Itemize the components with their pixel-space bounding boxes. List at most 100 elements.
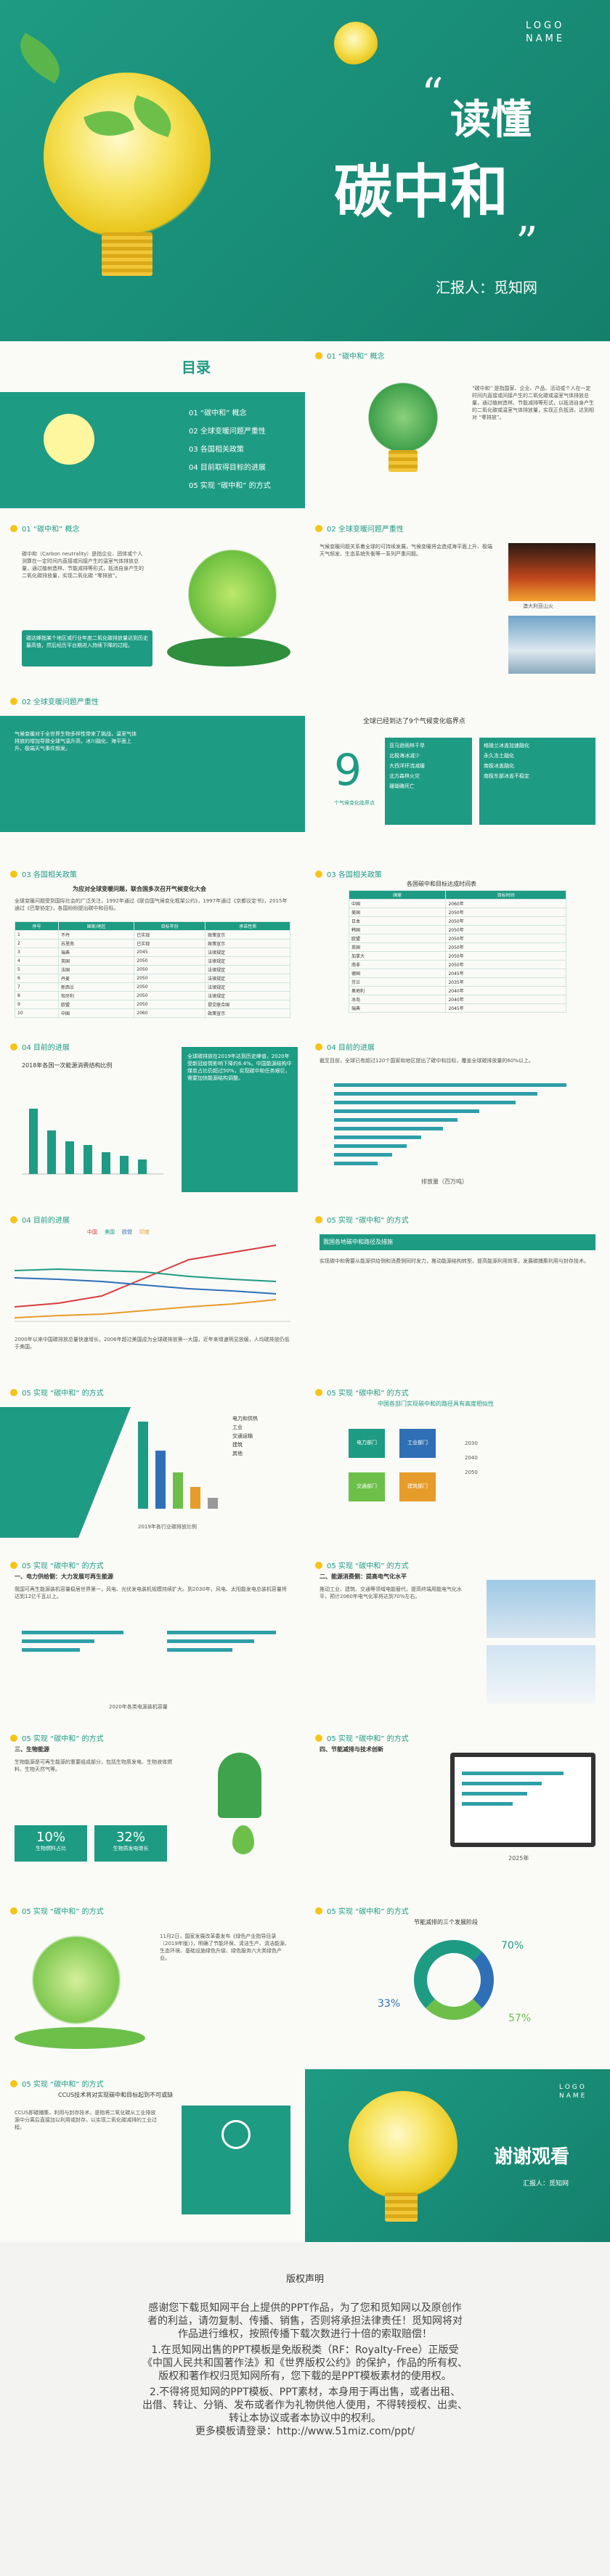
table-cell: 2035年 <box>445 977 566 987</box>
emission-slide: 04 目前的进展 中国 美国 欧盟 印度 2000年以来中国碳排放总量快速增长，… <box>0 1205 305 1378</box>
table-cell: 苏里南 <box>58 939 135 948</box>
progress-slide-2: 04 目前的进展 截至目前，全球已有超过120个国家和地区提出了碳中和目标，覆盖… <box>305 1032 610 1205</box>
copyright-line: 出借、转让、分销、发布或者作为礼物供他人使用，不得转授权、出卖、 <box>142 2400 468 2411</box>
table-cell: 2050年 <box>445 916 566 926</box>
bullet-icon <box>10 1907 17 1915</box>
way1-banner: 我国各地碳中和路径及措施 <box>320 1234 595 1250</box>
table-row: 芬兰 2035年 <box>348 977 566 987</box>
table-row: 9 欧盟 2050 提交联合国 <box>14 1000 290 1009</box>
logo-text: LOGO <box>526 20 565 31</box>
table-cell: 2060年 <box>445 899 566 908</box>
toc-item-5[interactable]: 05 实现 “碳中和” 的方式 <box>189 482 271 490</box>
table-cell: 3 <box>14 947 60 957</box>
hbar <box>334 1083 566 1087</box>
table-cell: 2045年 <box>445 1003 566 1013</box>
bullet-icon <box>10 1388 17 1396</box>
table-cell: 6 <box>14 974 60 983</box>
legend-item: 中国 <box>87 1229 97 1235</box>
hbar <box>334 1144 407 1148</box>
hbar <box>334 1118 458 1122</box>
legend-item: 印度 <box>139 1229 150 1235</box>
table-header: 国家 <box>348 890 447 900</box>
drop-icon <box>232 1825 254 1854</box>
table-cell: 5 <box>14 965 60 974</box>
quote-open: “ <box>421 69 444 120</box>
tipping-item: 永久冻土融化 <box>484 753 514 759</box>
table-cell: 8 <box>14 991 60 1000</box>
way5-title: 二、能源消费侧：提高电气化水平 <box>320 1573 407 1580</box>
copyright-link[interactable]: 更多模板请登录：http://www.51miz.com/ppt/ <box>195 2426 415 2437</box>
table-cell: 2050 <box>134 974 206 983</box>
tipping-list-a: 亚马逊雨林干旱 北极海冰减少 大西洋环流减缓 北方森林火灾 珊瑚礁死亡 <box>385 738 472 825</box>
hbar <box>334 1109 479 1113</box>
cover-title-2: 碳中和 <box>334 158 508 226</box>
table-cell: 美国 <box>348 908 447 917</box>
fire-caption: 澳大利亚山火 <box>523 603 553 609</box>
bullet-icon <box>10 2079 17 2087</box>
way1-text: 实现碳中和需要从能源供给侧和消费侧同时发力，推动能源结构转型，提高能源利用效率，… <box>320 1258 589 1264</box>
way3-years: 2030 2040 2050 <box>465 1436 478 1480</box>
slide-header: 01 “碳中和” 概念 <box>10 523 79 534</box>
table-row: 欧盟 2050年 <box>348 934 566 943</box>
tipping-item: 南极冰盖融化 <box>484 763 514 769</box>
bullet-icon <box>10 1561 17 1569</box>
tipping-item: 珊瑚礁死亡 <box>389 783 415 789</box>
toc-item-4[interactable]: 04 目前取得目标的进展 <box>189 464 266 472</box>
way7-year: 2025年 <box>508 1855 529 1862</box>
progress-bar-chart <box>22 1109 163 1175</box>
table-cell: 瑞典 <box>58 947 135 957</box>
year-item: 2040 <box>465 1455 478 1461</box>
slide-header: 05 实现 “碳中和” 的方式 <box>10 1560 104 1570</box>
legend-item: 美国 <box>105 1229 115 1235</box>
toc-item-2[interactable]: 02 全球变暖问题严重性 <box>189 428 266 436</box>
table-cell: 英国 <box>348 942 447 952</box>
bullet-icon <box>315 351 322 359</box>
cycle-ring <box>414 1940 494 2020</box>
table-row: 6 丹麦 2050 法律规定 <box>14 974 290 983</box>
policy-text: 全球变暖问题受到国际社会的广泛关注，1992年通过《联合国气候变化框架公约》，1… <box>15 898 288 911</box>
bullet-icon <box>10 1043 17 1051</box>
hbar <box>462 1772 564 1775</box>
legend-item: 建筑 <box>232 1442 243 1448</box>
table-cell: 2050 <box>134 982 206 992</box>
slide-header: 04 目前的进展 <box>10 1214 70 1225</box>
stat-box: 32% 生物质发电增长 <box>94 1825 167 1862</box>
table-header-row: 序号 国家/地区 目标年份 承诺性质 <box>14 921 290 931</box>
table-header: 目标时间 <box>445 890 566 900</box>
thanks-reporter: 汇报人：觅知网 <box>523 2180 569 2188</box>
emission-text: 2000年以来中国碳排放总量快速增长，2006年超过美国成为全球碳排放第一大国，… <box>15 1337 290 1350</box>
way9-title: 节能减排的三个发展阶段 <box>414 1919 478 1925</box>
chart-bar <box>120 1156 129 1174</box>
stat-value: 10% <box>36 1830 65 1845</box>
logo-name: NAME <box>526 33 566 44</box>
table-cell: 加拿大 <box>348 951 447 961</box>
chart-bar <box>173 1472 183 1509</box>
table-cell: 2050 <box>134 956 206 966</box>
ice-image <box>508 616 595 674</box>
progress-slide: 04 目前的进展 2018年各国一次能源消费结构比例 全球碳排放在2019年达到… <box>0 1032 305 1205</box>
table-cell: 政策宣示 <box>205 939 290 948</box>
hbar <box>462 1792 527 1796</box>
table-row: 中国 2060年 <box>348 899 566 908</box>
tipping-list-b: 格陵兰冰盖加速融化 永久冻土融化 南极冰盖融化 南极东部冰盖不稳定 <box>479 738 595 825</box>
toc-item-1[interactable]: 01 “碳中和” 概念 <box>189 409 247 417</box>
table-cell: 已实现 <box>134 939 206 948</box>
progress-text: 全球碳排放在2019年达到历史峰值，2020年受新冠疫情影响下降约6.4%。中国… <box>187 1053 292 1081</box>
table-row: 1 不丹 已实现 政策宣示 <box>14 930 290 939</box>
policy-subtitle: 为应对全球变暖问题，联合国多次召开气候变化大会 <box>73 886 206 892</box>
chart-bar <box>84 1145 92 1174</box>
table-cell: 中国 <box>58 1008 135 1018</box>
table-cell: 南非 <box>348 960 447 969</box>
table-cell: 法律规定 <box>205 965 290 974</box>
table-cell: 法律规定 <box>205 947 290 957</box>
policy2-title: 各国碳中和目标达成时间表 <box>407 881 476 887</box>
way7-title: 四、节能减排与技术创新 <box>320 1746 383 1753</box>
tipping-big-number: 9 <box>334 745 362 796</box>
callout-box: 碳达峰指某个地区或行业年度二氧化碳排放量达到历史最高值，然后经历平台期进入持续下… <box>22 630 152 667</box>
leaf-icon <box>10 33 70 83</box>
ccus-panel <box>182 2106 290 2214</box>
table-row: 韩国 2050年 <box>348 925 566 934</box>
cover-reporter: 汇报人：觅知网 <box>436 279 537 296</box>
toc-item-3[interactable]: 03 各国相关政策 <box>189 446 244 454</box>
bullet-icon <box>10 870 17 878</box>
